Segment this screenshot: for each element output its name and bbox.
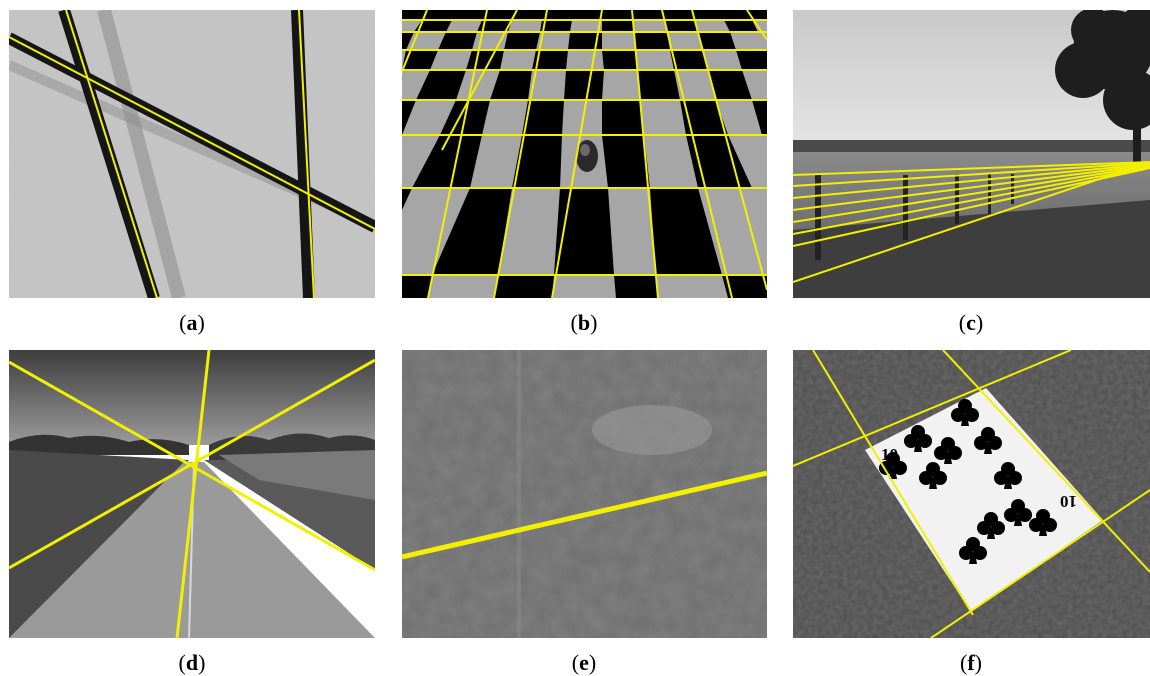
detected-line — [661, 10, 733, 298]
detected-line — [402, 10, 428, 75]
detected-line — [793, 350, 1072, 467]
detected-line — [793, 162, 1150, 187]
caption-b: (b) — [570, 310, 598, 335]
detected-line — [942, 350, 1150, 573]
panel-d-image — [9, 350, 375, 638]
detected-line — [9, 360, 375, 572]
detected-line — [402, 470, 767, 560]
detected-line — [793, 165, 1150, 223]
detected-line — [793, 166, 1150, 235]
detected-line — [930, 489, 1150, 638]
detected-line — [175, 350, 211, 638]
detected-line — [793, 163, 1150, 199]
panel-f-image: 10 10 — [793, 350, 1150, 638]
caption-a: (a) — [179, 310, 205, 335]
caption-c: (c) — [958, 310, 984, 335]
detected-line — [427, 10, 488, 298]
detected-line — [812, 350, 974, 616]
panel-a-image — [9, 10, 375, 298]
detected-line — [441, 10, 518, 151]
panel-c-image — [793, 10, 1150, 298]
detected-line — [631, 10, 659, 298]
caption-e: (e) — [571, 650, 597, 675]
detected-line — [793, 164, 1150, 211]
caption-f: (f) — [960, 650, 982, 675]
detected-line — [746, 10, 767, 41]
detected-line — [793, 161, 1150, 176]
detected-line — [9, 36, 375, 230]
detected-line — [298, 10, 315, 298]
card-rank-top: 10 — [881, 445, 898, 464]
panel-b-image — [402, 10, 767, 298]
detected-line — [65, 10, 158, 298]
detected-line — [793, 161, 1150, 283]
detected-line — [551, 10, 603, 298]
detected-line — [9, 358, 375, 570]
caption-d: (d) — [178, 650, 206, 675]
panel-e-image — [402, 350, 767, 638]
card-rank-bottom: 10 — [1060, 492, 1077, 511]
detected-line — [493, 10, 548, 298]
detected-line — [691, 10, 767, 291]
